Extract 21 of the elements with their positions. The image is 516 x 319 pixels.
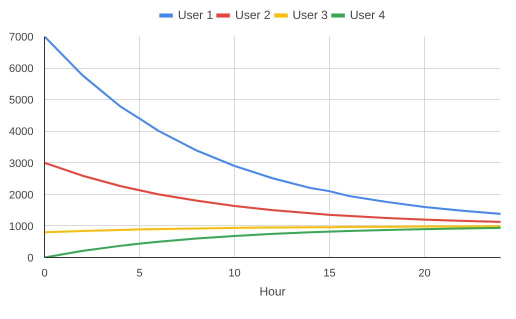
y-tick-label: 4000 [9, 126, 34, 138]
y-tick-label: 0 [27, 252, 34, 264]
y-tick-label: 1000 [9, 220, 34, 233]
legend-label: User 2 [235, 8, 270, 22]
x-tick-label: 0 [41, 268, 48, 280]
x-tick-label: 10 [228, 268, 241, 280]
legend-label: User 1 [178, 8, 214, 22]
y-tick-label: 7000 [9, 32, 34, 44]
y-tick-label: 5000 [9, 94, 34, 107]
x-tick-label: 5 [136, 268, 143, 280]
x-axis-title: Hour [259, 284, 286, 298]
line-series [44, 36, 500, 215]
line-series [44, 225, 500, 234]
y-tick-label: 3000 [9, 158, 34, 170]
legend-label: User 3 [292, 8, 328, 22]
y-tick-label: 2000 [9, 189, 34, 202]
y-tick-label: 6000 [9, 63, 34, 76]
legend-label: User 4 [350, 8, 386, 22]
x-tick-label: 20 [418, 268, 431, 280]
x-tick-label: 15 [323, 268, 336, 280]
line-series [44, 162, 500, 223]
